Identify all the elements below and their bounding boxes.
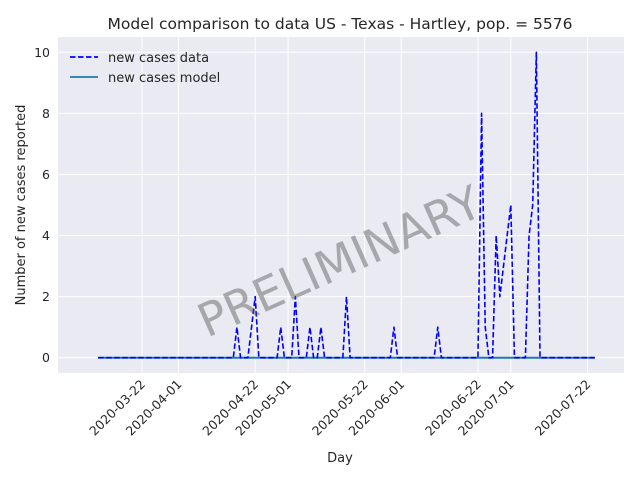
series-layer bbox=[98, 51, 595, 359]
y-tick-label: 6 bbox=[42, 167, 50, 182]
y-tick-label: 8 bbox=[42, 106, 50, 121]
x-axis-label: Day bbox=[327, 451, 353, 466]
legend-label-model: new cases model bbox=[108, 71, 220, 86]
x-tick-label: 2020-07-22 bbox=[532, 377, 594, 439]
y-tick-label: 0 bbox=[42, 350, 50, 365]
y-axis-label: Number of new cases reported bbox=[14, 105, 29, 306]
y-axis: 0 2 4 6 8 10 bbox=[34, 45, 50, 365]
legend: new cases data new cases model bbox=[70, 51, 220, 86]
y-tick-label: 10 bbox=[34, 45, 50, 60]
series-line-data bbox=[98, 51, 595, 359]
plot-area bbox=[58, 37, 624, 373]
grid-layer bbox=[58, 37, 624, 373]
y-tick-label: 4 bbox=[42, 228, 50, 243]
chart-title: Model comparison to data US - Texas - Ha… bbox=[108, 15, 573, 33]
y-tick-label: 2 bbox=[42, 289, 50, 304]
legend-label-data: new cases data bbox=[108, 51, 209, 66]
